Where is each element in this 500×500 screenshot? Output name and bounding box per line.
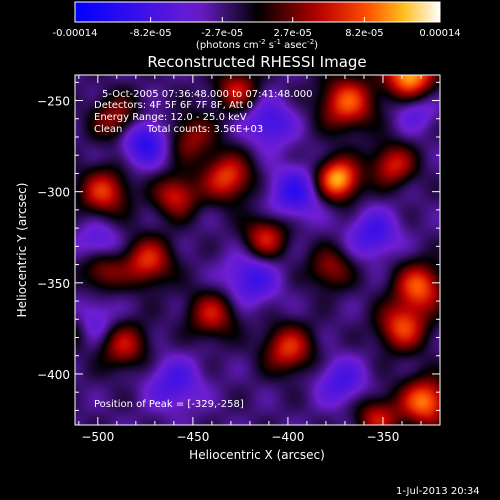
x-axis-ticks: −500 −450 −400 −350 xyxy=(78,75,441,444)
y-tick-label: −300 xyxy=(37,186,70,200)
x-tick-label: −450 xyxy=(176,430,209,444)
info-line-energy: Energy Range: 12.0 - 25.0 keV xyxy=(94,112,247,123)
y-tick-label: −350 xyxy=(37,277,70,291)
colorbar xyxy=(74,1,441,23)
info-line-counts: Total counts: 3.56E+03 xyxy=(146,124,263,135)
x-axis-label: Heliocentric X (arcsec) xyxy=(189,448,325,462)
info-block: 5-Oct-2005 07:36:48.000 to 07:41:48.000 … xyxy=(94,89,313,135)
colorbar-tick-label: 0.00014 xyxy=(419,28,460,39)
info-line-time: 5-Oct-2005 07:36:48.000 to 07:41:48.000 xyxy=(102,89,313,100)
y-tick-label: −400 xyxy=(37,368,70,382)
colorbar-tick-label: -0.00014 xyxy=(53,28,98,39)
y-axis-ticks: −250 −300 −350 −400 xyxy=(37,81,440,411)
plot-frame xyxy=(74,74,441,426)
y-axis-label: Heliocentric Y (arcsec) xyxy=(15,183,29,318)
x-tick-label: −500 xyxy=(81,430,114,444)
colorbar-tick-label: -2.7e-05 xyxy=(201,28,243,39)
x-tick-label: −400 xyxy=(271,430,304,444)
colorbar-tick-label: -8.2e-05 xyxy=(130,28,172,39)
chart-title: Reconstructed RHESSI Image xyxy=(147,53,366,71)
y-tick-label: −250 xyxy=(37,95,70,109)
x-tick-label: −350 xyxy=(366,430,399,444)
peak-position-label: Position of Peak = [-329,-258] xyxy=(94,399,244,410)
info-line-clean: Clean xyxy=(94,124,122,135)
heatmap-image xyxy=(75,75,440,425)
colorbar-units: (photons cm-2 s-1 asec-2) xyxy=(196,38,318,51)
colorbar-ticks: -0.00014 -8.2e-05 -2.7e-05 2.7e-05 8.2e-05 0.… xyxy=(53,17,461,39)
colorbar-tick-label: 2.7e-05 xyxy=(274,28,312,39)
info-line-detectors: Detectors: 4F 5F 6F 7F 8F, Att 0 xyxy=(94,100,253,111)
plot-date: 1-Jul-2013 20:34 xyxy=(396,486,480,497)
colorbar-tick-label: 8.2e-05 xyxy=(345,28,383,39)
